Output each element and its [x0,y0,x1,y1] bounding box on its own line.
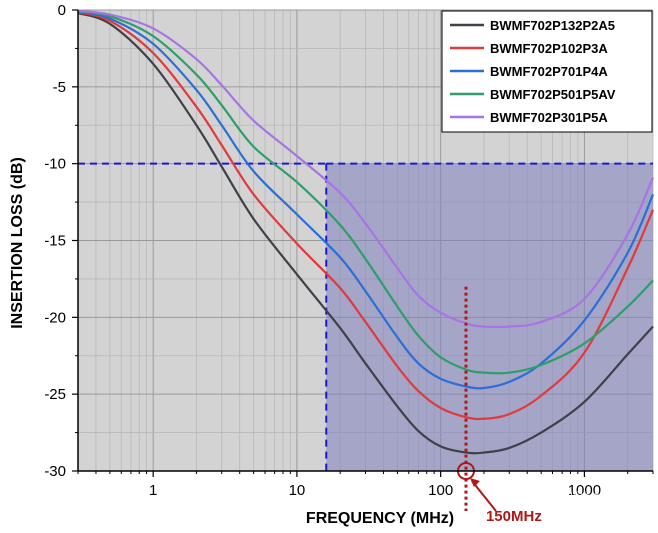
watermark-text: 深圳比创达EMC [520,490,621,506]
x-tick-label-100: 100 [428,482,453,499]
y-tick-label-0: 0 [58,2,66,19]
x-tick-label-1000: 1000 [568,482,601,499]
legend-label-bwmf702p701p4a: BWMF702P701P4A [490,64,608,79]
x-tick-label-1: 1 [149,482,157,499]
y-tick-label--30: -30 [44,463,66,480]
y-tick-label--20: -20 [44,309,66,326]
y-axis-title: INSERTION LOSS (dB) [9,157,26,329]
highlight-region [326,163,653,471]
frequency-marker-arrow-line [471,480,497,512]
y-tick-label--25: -25 [44,386,66,403]
frequency-marker-arrowhead [469,478,480,487]
y-tick-label--5: -5 [53,79,66,96]
series-line-bwmf702p501p5av [77,10,654,375]
legend-label-bwmf702p301p5a: BWMF702P301P5A [490,110,608,125]
legend-label-bwmf702p132p2a5: BWMF702P132P2A5 [490,18,615,33]
y-tick-label--15: -15 [44,233,66,250]
series-line-bwmf702p701p4a [77,10,655,390]
legend-label-bwmf702p501p5av: BWMF702P501P5AV [490,87,616,102]
x-axis-title: FREQUENCY (MHz) [306,510,454,527]
x-tick-label-10: 10 [289,482,306,499]
frequency-marker-label: 150MHz [486,508,542,525]
series-line-bwmf702p301p5a [77,9,655,329]
legend-label-bwmf702p102p3a: BWMF702P102P3A [490,41,608,56]
y-tick-label--10: -10 [44,156,66,173]
series-line-bwmf702p102p3a [77,11,655,421]
series-line-bwmf702p132p2a5 [77,12,654,455]
